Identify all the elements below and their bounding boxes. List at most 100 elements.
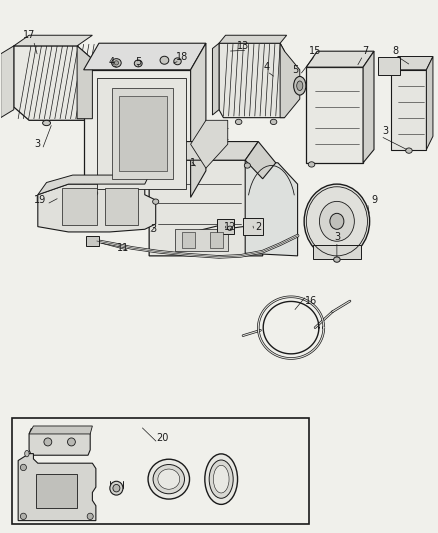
Text: 16: 16 [304,296,317,306]
Polygon shape [219,43,285,118]
Text: 15: 15 [309,46,321,56]
Text: 5: 5 [292,65,299,75]
Polygon shape [112,88,173,179]
Text: 2: 2 [255,222,261,232]
Polygon shape [217,219,234,233]
Ellipse shape [67,438,75,446]
Polygon shape [280,43,300,118]
Polygon shape [29,429,90,455]
Polygon shape [35,474,77,508]
Ellipse shape [112,59,121,67]
Text: 9: 9 [371,195,377,205]
Ellipse shape [244,163,251,168]
Ellipse shape [87,513,93,520]
Ellipse shape [134,60,142,67]
Polygon shape [14,35,92,46]
Text: 5: 5 [135,57,141,67]
Text: 13: 13 [237,41,249,51]
Polygon shape [245,142,276,179]
Text: 7: 7 [362,46,368,56]
Polygon shape [14,46,92,120]
Polygon shape [219,35,287,43]
Text: 3: 3 [150,224,156,235]
Polygon shape [306,67,363,163]
Ellipse shape [174,58,181,64]
Polygon shape [313,245,361,259]
Ellipse shape [160,56,169,64]
Ellipse shape [44,438,52,446]
Text: 17: 17 [23,30,35,41]
Text: 4: 4 [264,62,270,72]
Polygon shape [62,188,97,225]
Polygon shape [245,160,297,256]
Text: 3: 3 [382,126,388,136]
Ellipse shape [20,464,26,471]
Text: 1: 1 [190,158,196,168]
Polygon shape [392,56,433,70]
Text: 3: 3 [35,139,41,149]
Ellipse shape [270,119,277,125]
Ellipse shape [330,213,344,229]
Polygon shape [392,70,426,150]
Polygon shape [38,175,149,195]
Ellipse shape [227,226,233,230]
Polygon shape [191,43,206,197]
Polygon shape [119,96,166,171]
Text: 12: 12 [224,222,236,232]
Bar [12,418,308,524]
Polygon shape [149,160,263,256]
Ellipse shape [293,76,306,95]
Text: 18: 18 [176,52,188,61]
Polygon shape [426,56,433,150]
Ellipse shape [159,164,165,169]
Ellipse shape [213,465,229,493]
Polygon shape [210,232,223,248]
Polygon shape [191,120,228,168]
Ellipse shape [297,81,303,91]
Polygon shape [306,51,374,67]
Text: 20: 20 [156,433,169,443]
Polygon shape [182,232,195,248]
Ellipse shape [304,184,370,259]
Ellipse shape [235,119,242,125]
Polygon shape [84,70,191,197]
Polygon shape [378,56,400,75]
Polygon shape [84,43,206,70]
Polygon shape [77,46,92,119]
Text: 3: 3 [334,232,340,243]
Ellipse shape [114,61,119,65]
Polygon shape [212,43,219,115]
Ellipse shape [113,484,120,492]
Polygon shape [149,142,258,160]
Polygon shape [1,46,14,118]
Ellipse shape [20,513,26,520]
Ellipse shape [319,201,354,241]
Text: 11: 11 [117,243,129,253]
Ellipse shape [406,148,412,154]
Ellipse shape [25,450,29,457]
Ellipse shape [205,454,237,504]
Polygon shape [191,171,228,197]
Polygon shape [243,217,263,235]
Ellipse shape [42,120,50,126]
Text: 8: 8 [393,46,399,56]
Ellipse shape [209,460,233,498]
Polygon shape [363,51,374,163]
Ellipse shape [308,162,315,167]
Polygon shape [38,184,155,232]
Ellipse shape [92,190,98,196]
Text: 4: 4 [109,57,115,67]
Polygon shape [175,229,228,251]
Ellipse shape [110,481,123,495]
Ellipse shape [148,459,190,499]
Polygon shape [97,78,186,189]
Polygon shape [29,426,92,434]
Ellipse shape [334,257,340,262]
Polygon shape [106,188,138,225]
Text: 19: 19 [34,195,46,205]
Ellipse shape [153,465,184,494]
Ellipse shape [152,199,159,204]
Polygon shape [18,454,96,521]
Polygon shape [86,236,99,246]
Ellipse shape [158,469,180,489]
